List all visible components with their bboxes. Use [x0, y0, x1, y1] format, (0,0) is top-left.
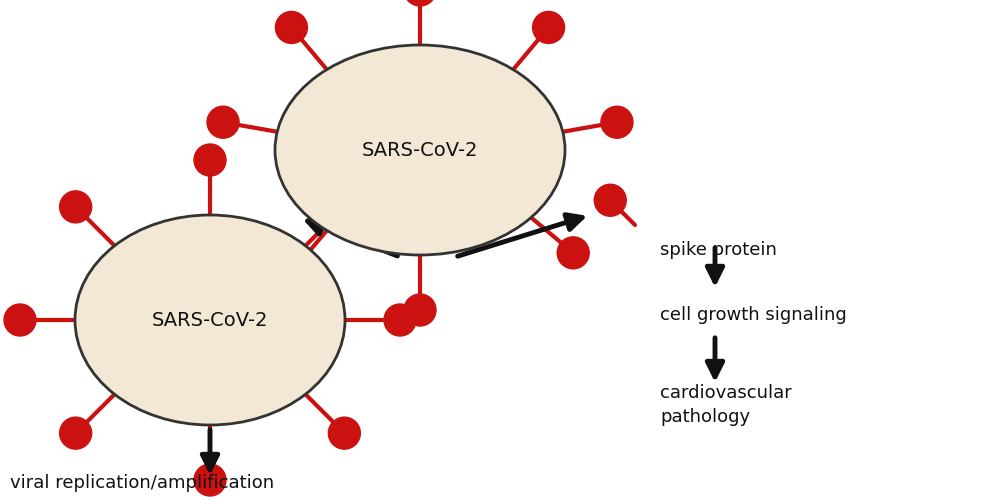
- Circle shape: [194, 464, 226, 496]
- Circle shape: [328, 417, 360, 449]
- Ellipse shape: [275, 45, 565, 255]
- Text: cell growth signaling: cell growth signaling: [660, 306, 847, 324]
- Circle shape: [404, 294, 436, 326]
- Circle shape: [601, 106, 633, 138]
- Circle shape: [194, 144, 226, 176]
- Circle shape: [384, 304, 416, 336]
- Circle shape: [4, 304, 36, 336]
- Circle shape: [328, 191, 360, 223]
- Text: SARS-CoV-2: SARS-CoV-2: [152, 310, 268, 330]
- Ellipse shape: [75, 215, 345, 425]
- Circle shape: [275, 256, 307, 288]
- Text: cardiovascular
pathology: cardiovascular pathology: [660, 384, 792, 426]
- Circle shape: [533, 12, 565, 44]
- Circle shape: [404, 0, 436, 6]
- Circle shape: [60, 417, 92, 449]
- Circle shape: [594, 184, 626, 216]
- Circle shape: [60, 191, 92, 223]
- Text: viral replication/amplification: viral replication/amplification: [10, 474, 274, 492]
- Text: spike protein: spike protein: [660, 241, 777, 259]
- Circle shape: [207, 106, 239, 138]
- Text: SARS-CoV-2: SARS-CoV-2: [362, 140, 478, 160]
- Circle shape: [557, 237, 589, 269]
- Circle shape: [275, 12, 307, 44]
